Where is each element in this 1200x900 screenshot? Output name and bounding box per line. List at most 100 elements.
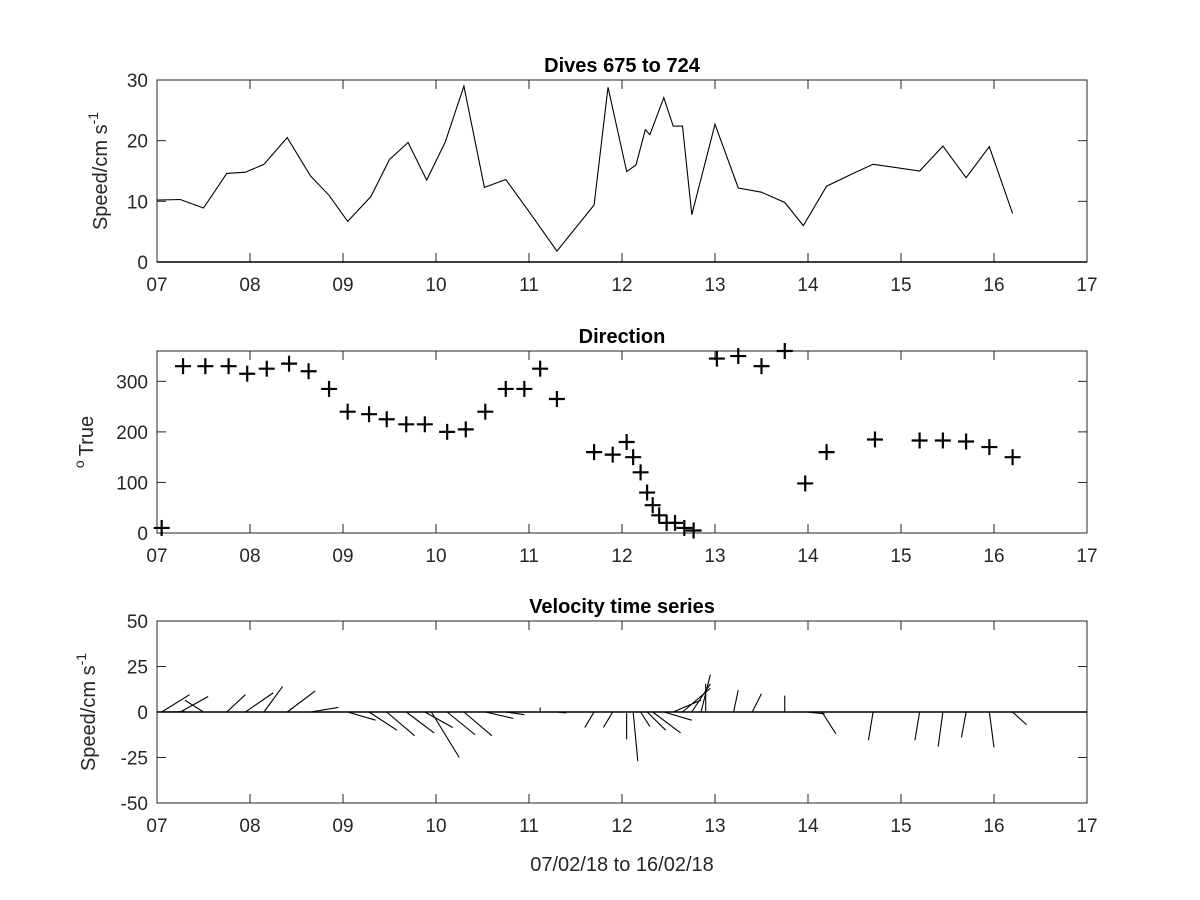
direction-marker <box>981 439 998 456</box>
x-tick-label: 11 <box>519 275 539 296</box>
y-tick-label: 0 <box>137 253 148 274</box>
x-tick-label: 09 <box>332 816 353 837</box>
velocity-stick <box>914 711 921 741</box>
direction-marker <box>532 360 549 377</box>
x-tick-label: 14 <box>797 275 819 296</box>
direction-marker <box>477 403 494 420</box>
y-tick-label: 0 <box>137 703 148 724</box>
velocity-panel-title: Velocity time series <box>529 596 715 618</box>
x-tick-label: 14 <box>797 546 819 567</box>
direction-y-axis: 0 100 200 300 <box>116 372 1087 545</box>
velocity-stick <box>663 711 692 721</box>
velocity-stick <box>602 711 614 728</box>
direction-marker <box>797 475 814 492</box>
velocity-stick <box>263 686 283 713</box>
velocity-stick <box>386 711 415 737</box>
velocity-stick <box>652 711 681 734</box>
x-tick-label: 12 <box>611 546 632 567</box>
velocity-stick <box>485 711 514 719</box>
y-tick-label: 100 <box>116 473 148 494</box>
x-tick-label: 13 <box>704 275 725 296</box>
velocity-stick <box>988 711 995 748</box>
x-tick-label: 12 <box>611 275 632 296</box>
velocity-stick <box>821 711 837 735</box>
direction-x-axis: 07 08 09 10 11 12 13 14 15 16 17 <box>146 351 1098 567</box>
direction-y-axis-label: o True <box>71 416 98 468</box>
direction-marker <box>776 343 793 359</box>
velocity-x-axis-label: 07/02/18 to 16/02/18 <box>530 854 714 876</box>
x-tick-label: 07 <box>146 816 167 837</box>
direction-marker <box>586 444 603 461</box>
direction-marker <box>300 363 317 380</box>
x-tick-label: 07 <box>146 546 167 567</box>
direction-marker <box>676 519 693 536</box>
y-tick-label: 20 <box>127 132 148 153</box>
velocity-stick <box>245 692 274 713</box>
direction-marker <box>639 484 656 501</box>
velocity-stick <box>226 694 246 713</box>
velocity-stick <box>286 690 316 713</box>
x-tick-label: 13 <box>704 816 725 837</box>
direction-y-axis-label-text: True <box>76 416 98 456</box>
direction-marker <box>548 391 565 408</box>
x-tick-label: 11 <box>519 816 539 837</box>
y-tick-label: 0 <box>137 524 148 545</box>
y-tick-label: -25 <box>121 749 148 770</box>
velocity-stick <box>424 711 454 728</box>
direction-marker <box>730 348 747 365</box>
direction-marker <box>818 444 835 461</box>
x-tick-label: 09 <box>332 546 353 567</box>
x-tick-label: 08 <box>239 275 260 296</box>
velocity-stick <box>646 711 667 731</box>
x-tick-label: 16 <box>983 275 1004 296</box>
direction-marker <box>339 403 356 420</box>
speed-series-line <box>156 83 1014 253</box>
speed-y-axis-label-superscript: -1 <box>85 112 101 125</box>
x-tick-label: 16 <box>983 546 1004 567</box>
velocity-y-axis-label-text: Speed/cm s <box>78 665 100 771</box>
direction-marker <box>632 464 649 481</box>
direction-marker <box>516 380 533 397</box>
velocity-stick <box>184 699 204 713</box>
x-tick-label: 15 <box>890 546 911 567</box>
direction-marker <box>197 358 214 375</box>
y-tick-label: 10 <box>127 192 148 213</box>
x-tick-label: 17 <box>1076 816 1097 837</box>
x-tick-label: 12 <box>611 816 632 837</box>
velocity-stick <box>446 711 476 736</box>
direction-y-axis-label-superscript: o <box>71 460 87 468</box>
direction-marker <box>378 411 395 428</box>
velocity-stick <box>632 711 639 762</box>
direction-marker <box>708 350 725 367</box>
direction-marker <box>911 432 928 449</box>
velocity-stick <box>347 711 376 721</box>
velocity-y-axis-label: Speed/cm s-1 <box>73 653 100 771</box>
direction-marker <box>321 380 338 397</box>
speed-panel: Dives 675 to 724 07 08 09 10 11 12 13 14 15 16 17 … <box>85 55 1098 296</box>
direction-marker <box>153 519 170 536</box>
y-tick-label: 50 <box>127 612 148 633</box>
x-tick-label: 11 <box>519 546 539 567</box>
velocity-stick <box>405 711 435 734</box>
x-tick-label: 15 <box>890 816 911 837</box>
velocity-stick <box>937 711 944 747</box>
velocity-stick <box>430 711 460 758</box>
direction-marker <box>618 434 635 450</box>
velocity-stick <box>1012 711 1027 726</box>
x-tick-label: 10 <box>425 816 446 837</box>
velocity-stick <box>368 711 398 731</box>
direction-marker <box>497 380 514 397</box>
direction-marker <box>753 358 770 375</box>
direction-marker <box>175 358 192 375</box>
direction-panel: Direction 07 08 09 10 11 12 13 14 15 16 17 0 100 200… <box>71 326 1098 567</box>
direction-marker <box>439 423 456 440</box>
direction-marker <box>457 421 474 438</box>
direction-marker <box>651 507 668 524</box>
direction-marker <box>239 365 256 382</box>
velocity-panel: Velocity time series 07 08 09 10 11 12 13 14 15 1… <box>73 596 1098 876</box>
speed-y-axis-label: Speed/cm s-1 <box>85 112 112 230</box>
speed-axes-box <box>156 79 1088 263</box>
velocity-stick <box>584 711 595 728</box>
direction-marker <box>934 432 951 449</box>
